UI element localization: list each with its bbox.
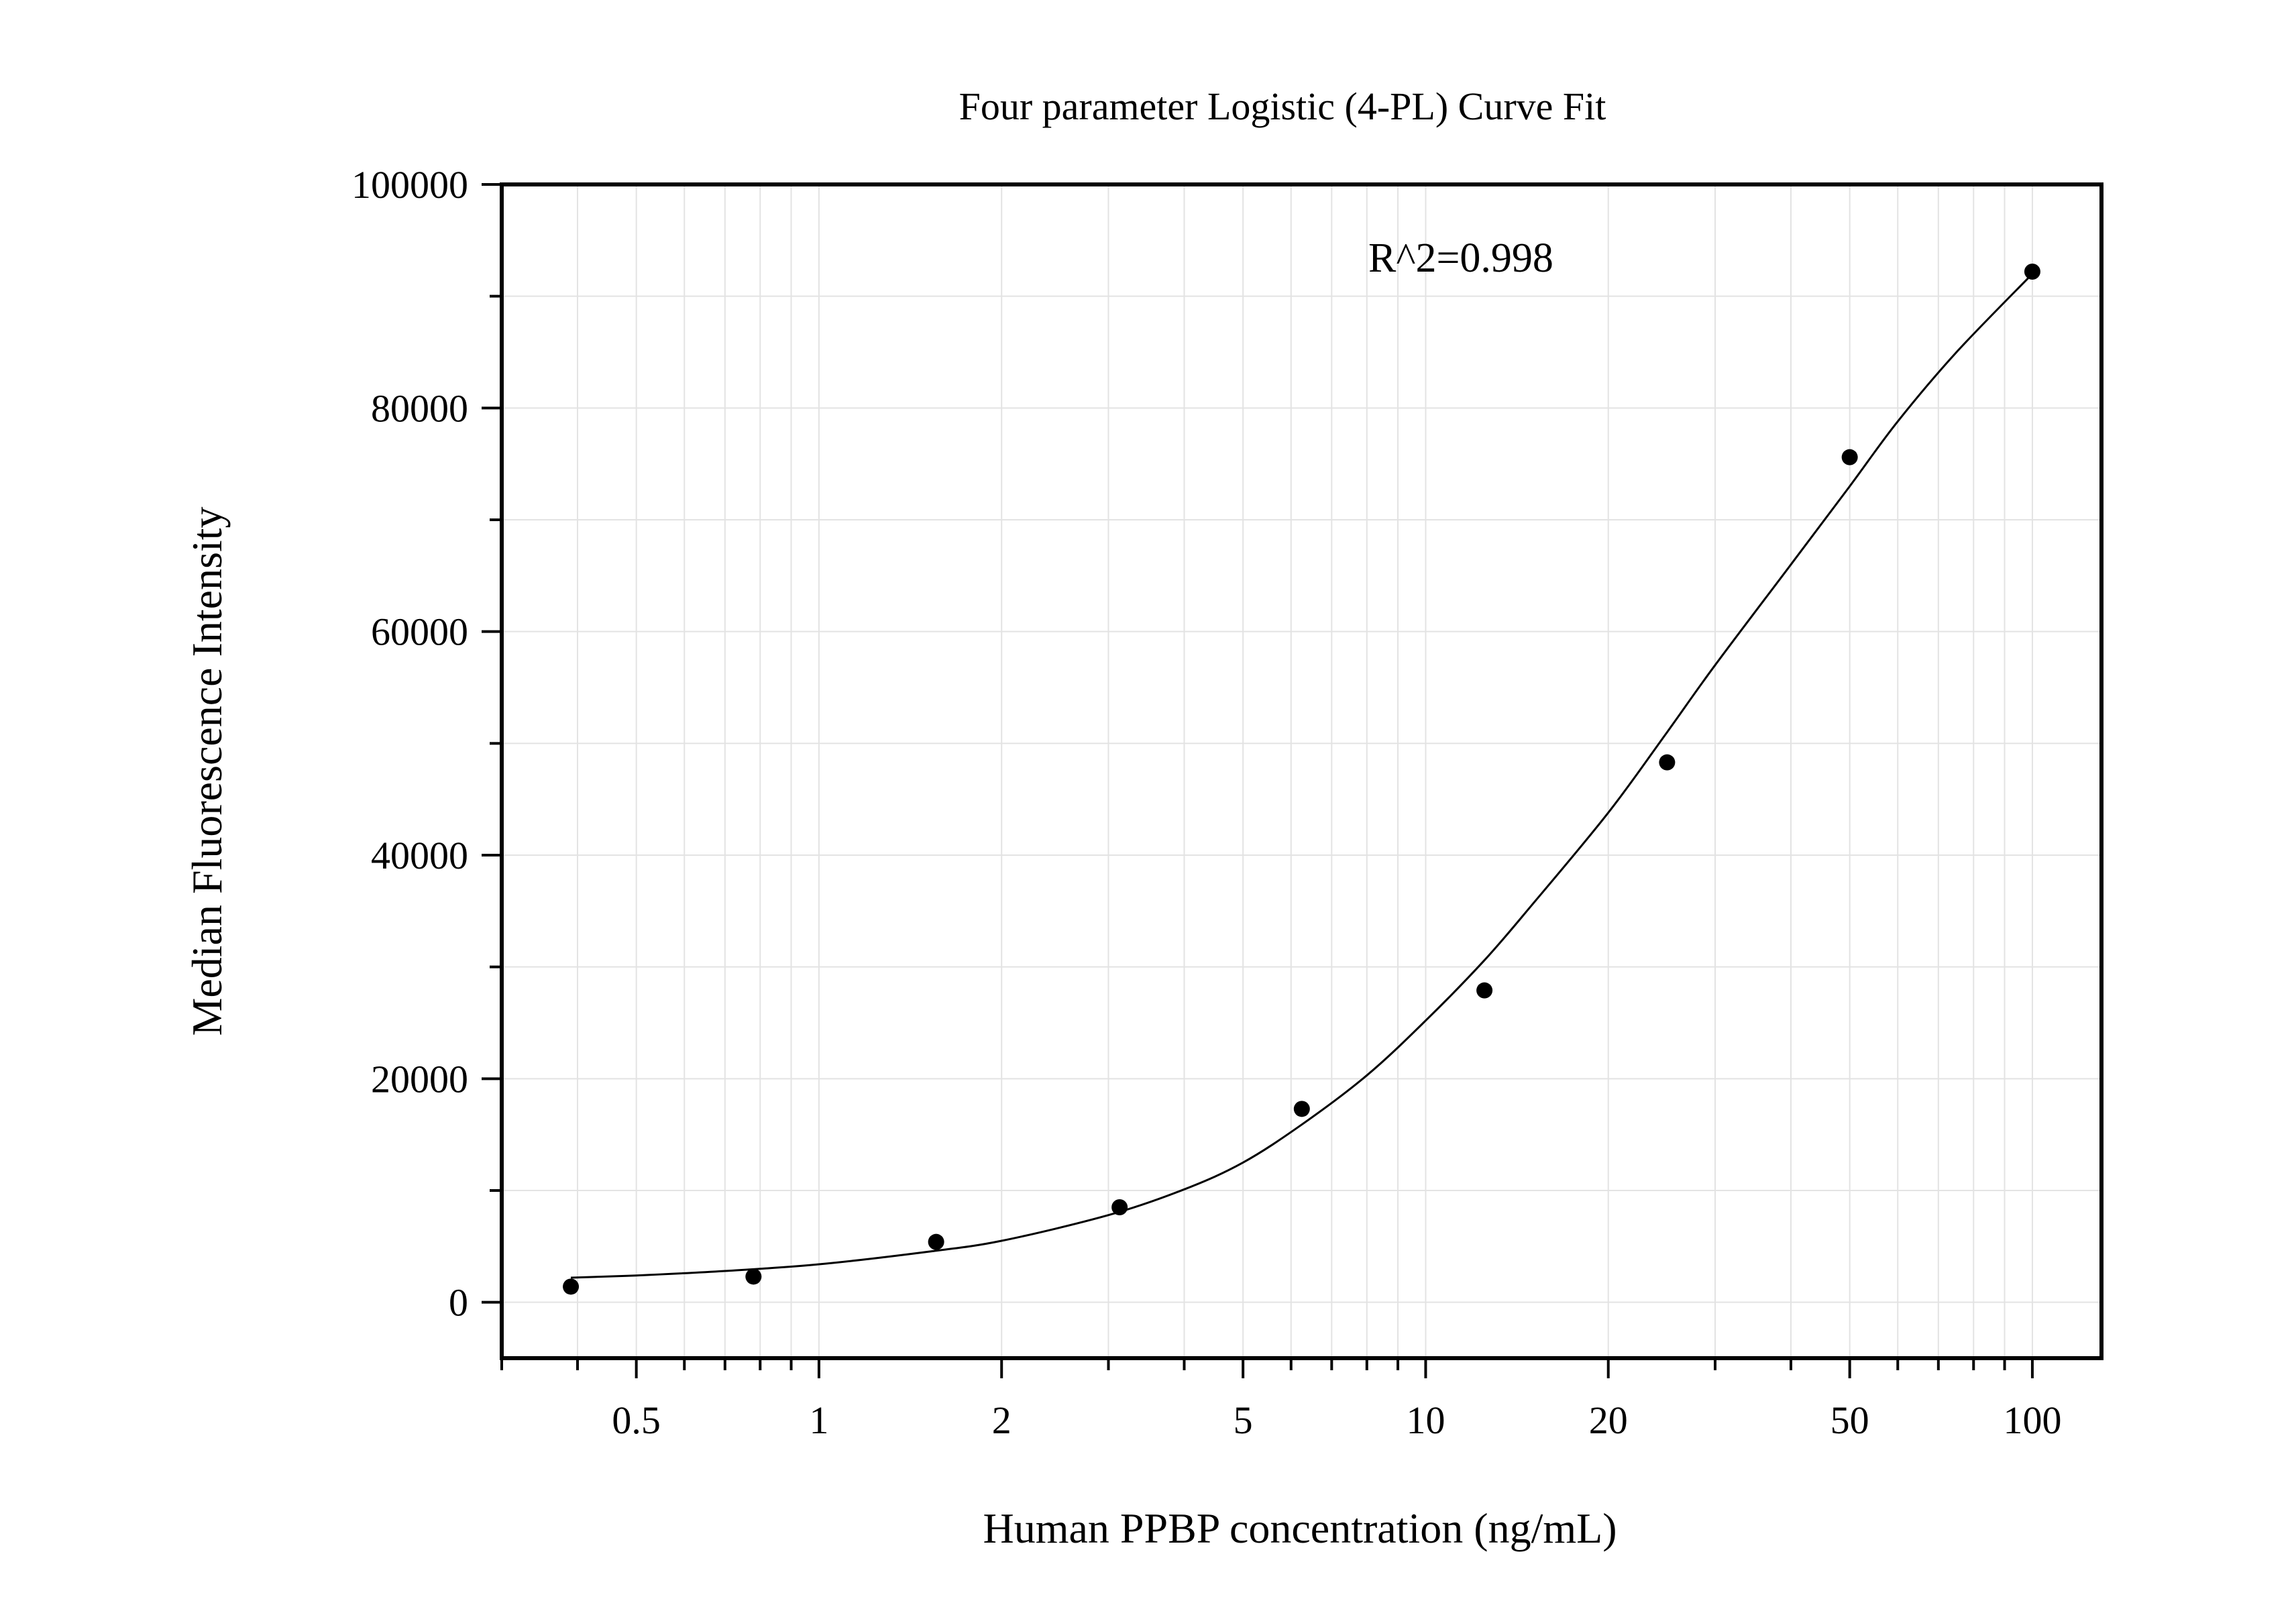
- x-tick-label: 2: [992, 1398, 1012, 1442]
- data-point: [1111, 1199, 1128, 1215]
- data-point: [745, 1268, 762, 1285]
- axis-ticks: [482, 183, 2034, 1378]
- y-tick-label: 100000: [351, 163, 468, 207]
- x-axis-title: Human PPBP concentration (ng/mL): [983, 1504, 1617, 1552]
- chart-title: Four parameter Logistic (4-PL) Curve Fit: [959, 85, 1606, 128]
- data-point: [928, 1233, 944, 1250]
- y-tick-label: 0: [449, 1281, 468, 1325]
- tick-labels: 0.5 1 2 5 10 20 50 100 0 20000 40000 60000 80000 1000…: [351, 163, 2061, 1442]
- fit-curve-layer: [571, 273, 2033, 1279]
- y-axis-title: Median Fluorescence Intensity: [183, 506, 231, 1036]
- x-tick-label: 0.5: [612, 1398, 661, 1442]
- data-point: [2024, 264, 2040, 280]
- x-tick-label: 50: [1830, 1398, 1869, 1442]
- y-tick-label: 40000: [371, 834, 468, 877]
- fit-curve-line: [571, 273, 2033, 1279]
- plot-frame: [500, 182, 2103, 1360]
- x-tick-label: 10: [1406, 1398, 1445, 1442]
- y-tick-label: 20000: [371, 1057, 468, 1101]
- x-tick-label: 100: [2003, 1398, 2061, 1442]
- data-point: [563, 1278, 580, 1295]
- x-tick-label: 1: [809, 1398, 828, 1442]
- data-point: [1659, 754, 1676, 771]
- r-squared-annotation: R^2=0.998: [1368, 235, 1553, 281]
- x-tick-label: 5: [1234, 1398, 1253, 1442]
- y-tick-label: 80000: [371, 386, 468, 430]
- y-tick-label: 60000: [371, 610, 468, 654]
- data-point: [1293, 1101, 1310, 1117]
- data-points-layer: [563, 264, 2040, 1295]
- data-point: [1841, 449, 1858, 465]
- grid: [501, 184, 2101, 1358]
- data-point: [1476, 982, 1493, 999]
- x-tick-label: 20: [1589, 1398, 1628, 1442]
- plot-border: [500, 182, 2103, 1360]
